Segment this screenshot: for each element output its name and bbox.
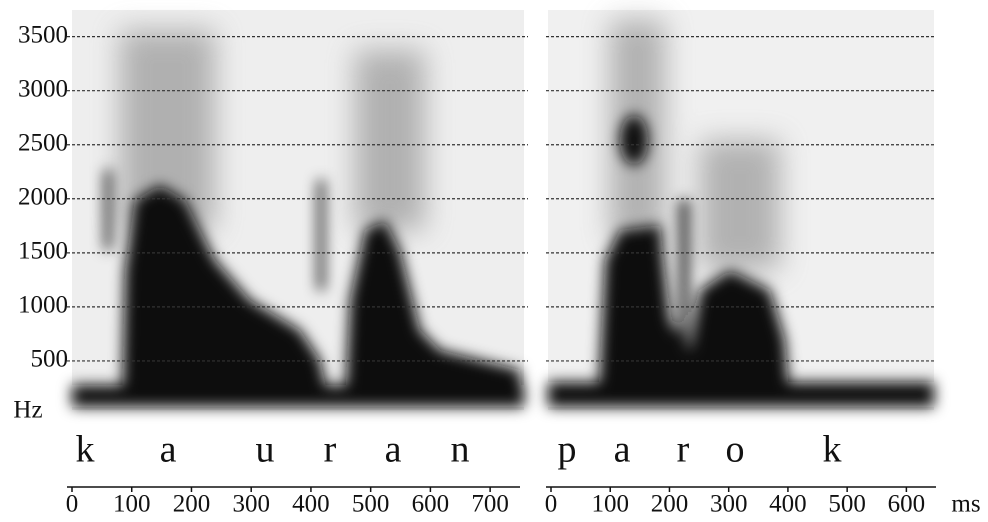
x-tick-label: 600 [412,491,450,518]
segment-label: k [76,429,95,471]
x-tick-label: 100 [591,491,629,518]
x-tick-label: 700 [471,491,509,518]
segment-label: r [677,429,690,471]
x-tick-label: 400 [292,491,330,518]
segment-label: u [256,429,275,471]
segment-label: a [160,429,177,471]
y-tick-label: 2500 [18,129,68,156]
x-tick-label: 600 [888,491,926,518]
segment-label: k [823,429,842,471]
y-tick-label: 2000 [18,184,68,211]
x-tick-label: 0 [66,491,79,518]
x-tick-label: 400 [769,491,807,518]
segment-label: n [451,429,470,471]
segment-label: o [726,429,745,471]
spectrogram-2 [548,10,934,410]
x-tick-label: 100 [113,491,151,518]
x-tick-label: 300 [710,491,748,518]
x-tick-label: 300 [232,491,270,518]
segment-label: a [614,429,631,471]
x-tick-label: 500 [828,491,866,518]
y-tick-label: 1000 [18,292,68,319]
y-tick-label: 3000 [18,75,68,102]
y-tick-label: 3500 [18,21,68,48]
y-axis-label: Hz [13,397,42,424]
segment-label: p [558,429,577,471]
y-tick-label: 500 [31,346,69,373]
spectrogram-1 [72,10,524,410]
y-tick-label: 1500 [18,238,68,265]
segment-label: r [324,429,337,471]
x-tick-label: 200 [651,491,689,518]
segment-label: a [385,429,402,471]
x-tick-label: 500 [352,491,390,518]
x-tick-label: 200 [173,491,211,518]
x-tick-label: 0 [545,491,558,518]
x-axis-label: ms [951,491,980,518]
